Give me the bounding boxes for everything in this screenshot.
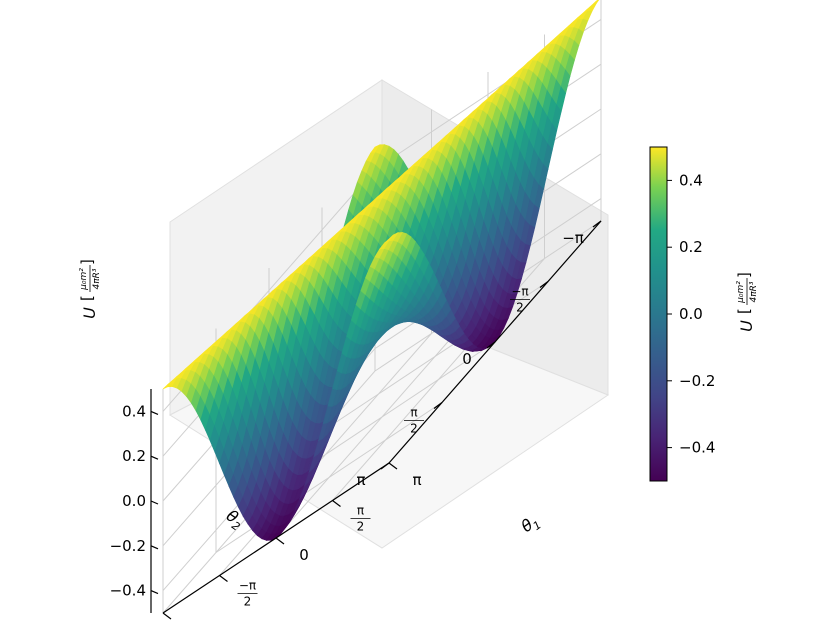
tick-label-theta2-num: −π bbox=[511, 284, 528, 298]
tick-z bbox=[150, 500, 159, 505]
tick-label-theta1: −π bbox=[180, 621, 202, 623]
tick-label-theta1: 0 bbox=[299, 546, 309, 564]
colorbar-gradient bbox=[649, 146, 668, 482]
svg-text:4πR³: 4πR³ bbox=[749, 281, 759, 302]
svg-text:]: ] bbox=[735, 272, 753, 278]
colorbar-tick-label: −0.4 bbox=[679, 439, 715, 457]
tick-labels: −π −π 2 0 π 2 π −π −π 2 0 π 2 π 0.4 0.2 0.0 −0.2 −0.4 bbox=[110, 229, 584, 623]
colorbar: 0.4 0.2 0.0 −0.2 −0.4 U [ μ₀m² 4πR³ ] bbox=[649, 146, 759, 482]
colorbar-tick-label: 0.0 bbox=[679, 305, 703, 323]
tick-theta1 bbox=[219, 575, 228, 582]
axes bbox=[150, 220, 602, 620]
tick-theta1 bbox=[162, 612, 172, 620]
svg-text:[: [ bbox=[735, 308, 753, 314]
tick-label-theta1-num: π bbox=[357, 503, 364, 517]
svg-text:4πR³: 4πR³ bbox=[92, 268, 102, 289]
svg-text:μ₀m²: μ₀m² bbox=[79, 268, 89, 291]
tick-theta2 bbox=[486, 341, 496, 349]
colorbar-tick-label: −0.2 bbox=[679, 372, 715, 390]
colorbar-tick-label: 0.2 bbox=[679, 238, 703, 256]
tick-label-theta1-den: 2 bbox=[244, 595, 252, 609]
surface-mesh bbox=[162, 0, 600, 541]
tick-z bbox=[150, 455, 159, 460]
tick-theta2 bbox=[539, 281, 549, 288]
svg-text:[: [ bbox=[78, 295, 96, 301]
tick-z bbox=[150, 590, 159, 595]
svg-text:θ1: θ1 bbox=[518, 511, 544, 539]
axis-title-z: U [ μ₀m² 4πR³ ] bbox=[78, 259, 102, 319]
tick-label-theta1-den: 2 bbox=[357, 519, 365, 533]
svg-text:U: U bbox=[737, 320, 756, 332]
axis-title-theta1: θ1 bbox=[518, 511, 544, 539]
tick-theta1 bbox=[388, 462, 398, 470]
tick-label-theta1-num: −π bbox=[239, 579, 256, 593]
colorbar-ticks: 0.4 0.2 0.0 −0.2 −0.4 bbox=[667, 171, 715, 457]
tick-label-z: 0.0 bbox=[122, 492, 146, 510]
tick-label-z: −0.2 bbox=[110, 537, 146, 555]
tick-label-theta2: 0 bbox=[462, 350, 472, 368]
tick-label-z: −0.4 bbox=[110, 582, 146, 600]
surface-face bbox=[586, 2, 598, 12]
tick-theta2 bbox=[433, 402, 443, 409]
tick-z bbox=[150, 545, 159, 550]
tick-label-theta1: π bbox=[412, 471, 421, 489]
tick-label-theta2-num: π bbox=[410, 406, 417, 420]
tick-theta1 bbox=[275, 537, 285, 545]
tick-z bbox=[150, 410, 159, 415]
tick-theta2 bbox=[380, 462, 390, 470]
tick-label-theta2: π bbox=[356, 471, 365, 489]
svg-text:]: ] bbox=[78, 259, 96, 265]
tick-label-z: 0.2 bbox=[122, 447, 146, 465]
surface-face bbox=[384, 234, 394, 244]
svg-text:U: U bbox=[80, 307, 99, 319]
colorbar-tick-label: 0.4 bbox=[679, 171, 703, 189]
svg-text:μ₀m²: μ₀m² bbox=[736, 281, 746, 304]
tick-label-z: 0.4 bbox=[122, 402, 146, 420]
tick-label-theta2: −π bbox=[562, 229, 584, 247]
tick-theta2 bbox=[592, 220, 602, 228]
tick-label-theta2-den: 2 bbox=[516, 300, 524, 314]
tick-theta1 bbox=[332, 500, 341, 507]
colorbar-label: U [ μ₀m² 4πR³ ] bbox=[735, 272, 759, 332]
tick-label-theta2-den: 2 bbox=[410, 422, 418, 436]
